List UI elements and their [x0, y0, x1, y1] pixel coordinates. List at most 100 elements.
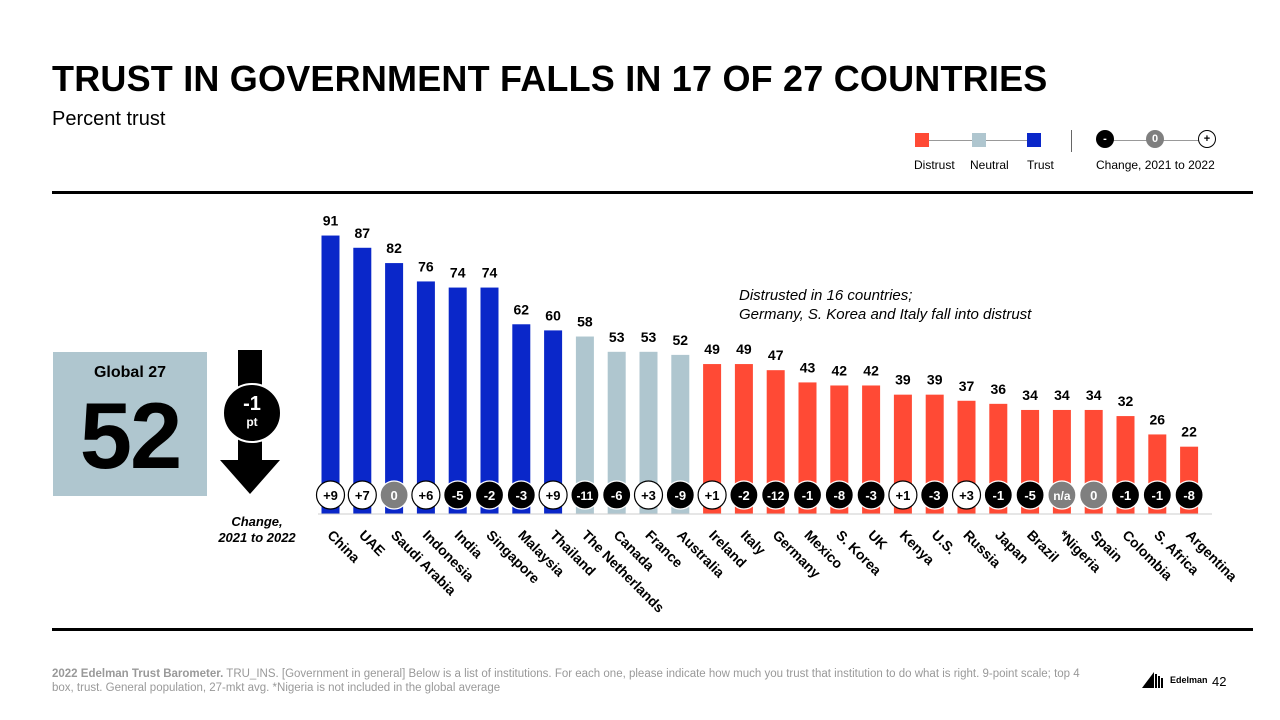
change-badge-5	[474, 480, 505, 510]
value-label-26: 26	[1150, 411, 1166, 427]
change-label-19: -3	[929, 488, 941, 503]
value-label-8: 58	[577, 314, 593, 330]
global-change-caption-line2: 2021 to 2022	[218, 530, 296, 545]
value-label-12: 49	[704, 341, 720, 357]
change-badge-19	[920, 480, 950, 510]
legend-change-label: Change, 2021 to 2022	[1096, 158, 1215, 172]
legend-negative-dot: -	[1096, 130, 1114, 148]
page-title: TRUST IN GOVERNMENT FALLS IN 17 OF 27 CO…	[52, 58, 1048, 99]
value-label-16: 42	[832, 362, 848, 378]
bar-14	[766, 370, 785, 514]
change-badge-3	[411, 480, 441, 510]
bar-12	[703, 364, 722, 514]
annotation-line1: Distrusted in 16 countries;	[739, 287, 913, 304]
value-label-27: 22	[1181, 424, 1197, 440]
bar-10	[639, 351, 658, 514]
bar-0	[321, 235, 340, 515]
value-label-23: 34	[1054, 387, 1070, 403]
annotation-line2: Germany, S. Korea and Italy fall into di…	[739, 306, 1032, 323]
change-badge-0	[315, 480, 346, 510]
bar-7	[544, 330, 563, 514]
value-label-24: 34	[1086, 387, 1102, 403]
value-label-25: 32	[1118, 393, 1134, 409]
global-change-caption: Change, 2021 to 2022	[207, 514, 307, 546]
edelman-logo-text: Edelman	[1170, 675, 1208, 685]
change-label-24: 0	[1090, 488, 1097, 503]
change-badge-13	[729, 480, 759, 510]
value-label-19: 39	[927, 372, 943, 388]
global-value: 52	[79, 383, 183, 488]
change-label-23: n/a	[1053, 489, 1071, 503]
value-label-10: 53	[641, 329, 657, 345]
change-badge-21	[983, 480, 1013, 510]
footnote-source: 2022 Edelman Trust Barometer.	[52, 668, 224, 680]
change-label-14: -12	[767, 489, 785, 503]
bar-15	[798, 382, 817, 514]
category-label-17: UK	[865, 527, 891, 553]
legend-distrust-swatch	[915, 133, 929, 147]
footnote: 2022 Edelman Trust Barometer. TRU_INS. […	[52, 667, 1082, 695]
change-label-11: -9	[675, 488, 687, 503]
legend-neutral-swatch	[972, 133, 986, 147]
page-subtitle: Percent trust	[52, 108, 166, 130]
change-badge-20	[951, 480, 982, 510]
value-label-17: 42	[863, 362, 879, 378]
legend-trust-label: Trust	[1027, 158, 1054, 172]
bar-4	[448, 287, 467, 514]
value-label-0: 91	[323, 213, 339, 229]
category-label-22: Brazil	[1024, 527, 1062, 565]
page-number: 42	[1212, 674, 1227, 689]
legend-trust-swatch	[1027, 133, 1041, 147]
change-label-9: -6	[611, 488, 623, 503]
global-average-box: Global 27 52	[53, 352, 207, 496]
change-badge-6	[506, 480, 536, 510]
change-badge-25	[1110, 480, 1141, 510]
change-label-5: -2	[484, 488, 496, 503]
value-label-11: 52	[673, 332, 689, 348]
value-label-6: 62	[514, 301, 530, 317]
value-label-20: 37	[959, 378, 975, 394]
change-badge-8	[570, 480, 600, 510]
change-label-1: +7	[355, 488, 370, 503]
change-badge-7	[538, 480, 568, 510]
change-label-27: -8	[1183, 488, 1195, 503]
change-badge-10	[633, 480, 664, 510]
bottom-rule	[52, 628, 1253, 631]
bar-5	[480, 287, 499, 514]
change-label-4: -5	[452, 488, 464, 503]
change-badge-22	[1015, 480, 1045, 510]
change-label-13: -2	[738, 488, 750, 503]
change-badge-24	[1079, 480, 1109, 510]
global-change-caption-line1: Change,	[231, 514, 283, 529]
change-label-3: +6	[418, 488, 433, 503]
legend: Distrust Neutral Trust - 0 + Change, 202…	[900, 128, 1240, 178]
bar-6	[512, 324, 531, 514]
change-label-10: +3	[641, 488, 656, 503]
global-change-value: -1	[243, 393, 261, 415]
change-badge-26	[1142, 480, 1172, 510]
change-badge-17	[856, 480, 886, 510]
change-label-15: -1	[802, 488, 814, 503]
bar-13	[734, 364, 753, 514]
value-label-15: 43	[800, 359, 816, 375]
bar-9	[607, 351, 626, 514]
change-label-8: -11	[577, 489, 594, 503]
legend-neutral-label: Neutral	[970, 158, 1009, 172]
change-label-16: -8	[834, 488, 846, 503]
change-label-22: -5	[1024, 488, 1036, 503]
change-badge-11	[665, 480, 695, 510]
top-rule	[52, 191, 1253, 194]
edelman-logo-icon	[1142, 672, 1163, 688]
change-label-25: -1	[1120, 488, 1132, 503]
bar-3	[416, 281, 435, 514]
change-badge-2	[379, 480, 409, 510]
value-label-7: 60	[545, 307, 561, 323]
change-label-17: -3	[865, 488, 877, 503]
change-badge-27	[1174, 480, 1204, 510]
global-change-badge: -1 pt	[222, 383, 282, 443]
change-badge-12	[697, 480, 727, 510]
chart-annotation: Distrusted in 16 countries; Germany, S. …	[739, 286, 1031, 324]
change-badge-9	[602, 480, 632, 510]
bar-11	[671, 354, 690, 514]
change-label-0: +9	[323, 488, 338, 503]
